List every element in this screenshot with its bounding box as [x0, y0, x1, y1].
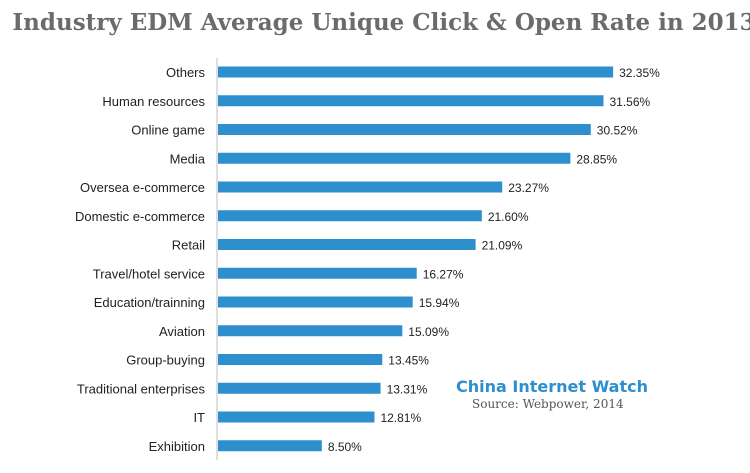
category-label: Education/trainning: [94, 295, 205, 310]
category-label: Online game: [131, 123, 205, 138]
value-label: 15.09%: [408, 325, 449, 339]
value-label: 31.56%: [609, 95, 650, 109]
category-label: Aviation: [159, 324, 205, 339]
bar: [218, 382, 381, 394]
value-label: 13.31%: [387, 382, 428, 396]
chart-title: Industry EDM Average Unique Click & Open…: [12, 9, 750, 36]
category-label: Exhibition: [149, 439, 205, 454]
category-label: Travel/hotel service: [93, 266, 205, 281]
bar: [218, 210, 482, 222]
bar: [218, 66, 614, 78]
value-label: 28.85%: [576, 152, 617, 166]
category-label: Group-buying: [126, 353, 205, 368]
value-label: 8.50%: [328, 440, 362, 454]
bar: [218, 152, 571, 164]
value-label: 16.27%: [423, 267, 464, 281]
bar: [218, 440, 322, 452]
value-label: 13.45%: [388, 354, 429, 368]
bar: [218, 325, 403, 337]
category-label: Human resources: [102, 94, 205, 109]
category-label: Others: [166, 65, 206, 80]
value-label: 23.27%: [508, 181, 549, 195]
bar: [218, 411, 375, 423]
category-label: Traditional enterprises: [77, 381, 206, 396]
category-label: IT: [193, 410, 205, 425]
value-label: 30.52%: [597, 124, 638, 138]
category-labels: Others Human resources Online game Media Ove…: [75, 65, 206, 454]
bar: [218, 354, 383, 365]
value-label: 32.35%: [619, 66, 660, 80]
category-label: Retail: [172, 238, 205, 253]
bars-group: [218, 66, 614, 452]
watermark-brand: China Internet Watch: [456, 377, 648, 396]
bar: [218, 181, 503, 193]
bar: [218, 95, 604, 107]
bar: [218, 239, 476, 250]
category-label: Domestic e-commerce: [75, 209, 205, 224]
value-label: 21.09%: [482, 239, 523, 253]
value-labels: 32.35% 31.56% 30.52% 28.85% 23.27% 21.60% 21.0…: [328, 66, 660, 454]
category-label: Oversea e-commerce: [80, 180, 205, 195]
value-label: 12.81%: [380, 411, 421, 425]
bar: [218, 124, 591, 135]
category-label: Media: [170, 151, 206, 166]
value-label: 21.60%: [488, 210, 529, 224]
bar: [218, 296, 413, 308]
value-label: 15.94%: [419, 296, 460, 310]
watermark-source: Source: Webpower, 2014: [472, 397, 624, 411]
bar: [218, 267, 417, 279]
